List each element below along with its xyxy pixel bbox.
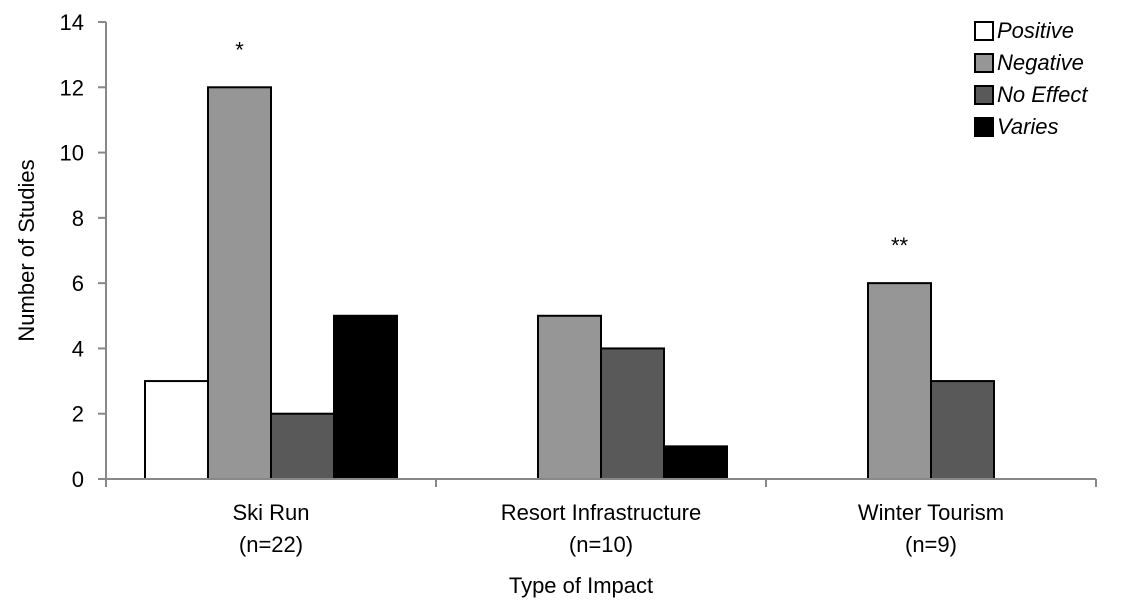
y-tick-label: 14: [60, 10, 84, 35]
legend-swatch-no-effect: [974, 85, 994, 105]
legend-swatch-varies: [974, 117, 994, 137]
y-tick-label: 6: [72, 271, 84, 296]
x-axis-title: Type of Impact: [509, 573, 653, 598]
bar-negative-1: [537, 314, 602, 480]
y-tick-label: 4: [72, 336, 84, 361]
legend-swatch-negative: [974, 53, 994, 73]
bar-varies-0: [333, 314, 398, 480]
axes-layer: [105, 22, 1097, 487]
category-count-label: (n=10): [569, 532, 633, 557]
legend-label-negative: Negative: [997, 50, 1084, 75]
y-axis-title: Number of Studies: [14, 159, 39, 341]
bar-varies-1: [663, 445, 728, 481]
bar-no-effect-0: [270, 412, 335, 481]
x-labels-layer: Ski Run (n=22) Resort Infrastructure (n=10)…: [232, 500, 1004, 557]
category-label: Ski Run: [232, 500, 309, 525]
bar-negative-2: [867, 282, 932, 480]
category-label: Winter Tourism: [858, 500, 1004, 525]
legend-label-varies: Varies: [997, 114, 1059, 139]
y-tick-label: 12: [60, 75, 84, 100]
category-label: Resort Infrastructure: [501, 500, 702, 525]
bar-negative-0: [207, 86, 272, 481]
y-tick-label: 2: [72, 402, 84, 427]
annotation-0: *: [235, 37, 244, 62]
category-count-label: (n=9): [905, 532, 957, 557]
annotation-1: **: [891, 233, 909, 258]
category-count-label: (n=22): [239, 532, 303, 557]
bars-layer: [144, 86, 995, 481]
annotations-layer: ***: [235, 37, 908, 258]
legend-swatch-positive: [974, 21, 994, 41]
legend-label-no-effect: No Effect: [997, 82, 1088, 107]
legend-label-positive: Positive: [997, 18, 1074, 43]
y-tick-label: 10: [60, 141, 84, 166]
bar-positive-0: [144, 380, 209, 481]
y-tick-label: 0: [72, 467, 84, 492]
bar-no-effect-2: [930, 380, 995, 481]
y-tick-label: 8: [72, 206, 84, 231]
legend: Positive Negative No Effect Varies: [974, 18, 1088, 139]
y-ticks-layer: 0 2 4 6 8 10 12 14: [60, 10, 106, 492]
bar-no-effect-1: [600, 347, 665, 480]
